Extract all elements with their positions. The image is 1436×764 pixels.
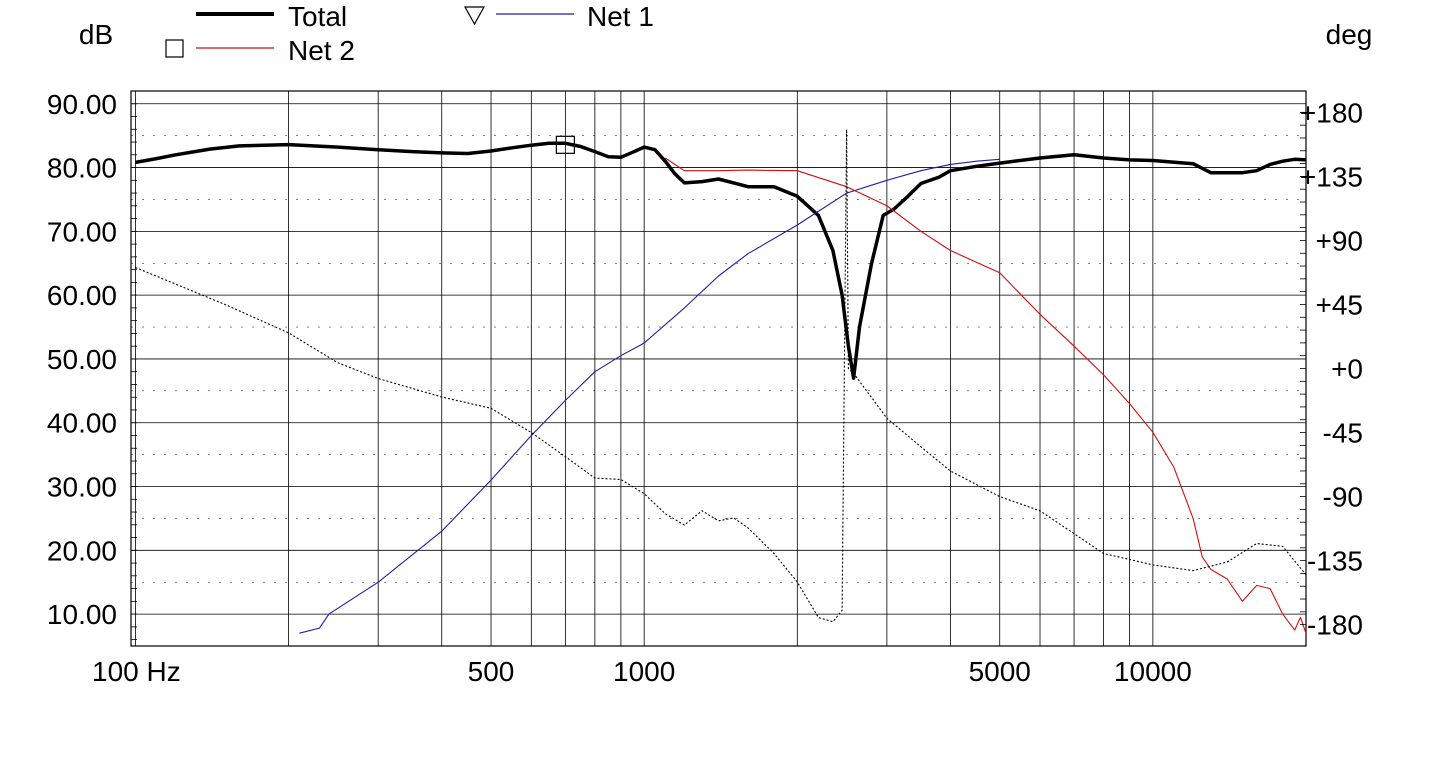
x-tick-label: 10000 (1114, 656, 1192, 687)
y-right-tick-label: +90 (1316, 225, 1364, 256)
net2-curve-marker (555, 135, 575, 154)
x-tick-label: 500 (468, 656, 515, 687)
legend-net1-label: Net 1 (587, 1, 654, 32)
y-right-tick-label: +180 (1300, 97, 1363, 128)
y-left-tick-label: 80.00 (47, 153, 117, 184)
y-right-tick-label: -180 (1307, 610, 1363, 641)
y-left-tick-label: 50.00 (47, 344, 117, 375)
y-left-tick-label: 90.00 (47, 89, 117, 120)
y-left-tick-label: 10.00 (47, 599, 117, 630)
series-net-2 (664, 157, 1307, 634)
y-left-tick-label: 60.00 (47, 280, 117, 311)
y-right-tick-label: +135 (1300, 161, 1363, 192)
axes: dB deg 90.00 80.00 70.00 60.00 50.00 40.00 30.… (47, 19, 1372, 687)
y-left-tick-label: 20.00 (47, 535, 117, 566)
right-axis-unit: deg (1326, 19, 1373, 50)
y-left-tick-label: 40.00 (47, 408, 117, 439)
y-right-tick-label: -135 (1307, 546, 1363, 577)
y-right-tick-label: -45 (1323, 418, 1363, 449)
y-left-tick-label: 70.00 (47, 216, 117, 247)
x-tick-label: 5000 (969, 656, 1031, 687)
series-total (135, 141, 1307, 380)
y-right-tick-label: +0 (1331, 354, 1363, 385)
legend: Total Net 2 Net 1 (165, 1, 654, 66)
series-net-1 (299, 158, 1000, 634)
legend-net2-marker (165, 39, 184, 58)
grid (130, 90, 1307, 647)
legend-total-label: Total (288, 1, 347, 32)
legend-net1-marker (463, 6, 486, 26)
legend-net2-label: Net 2 (288, 35, 355, 66)
y-right-tick-label: -90 (1323, 482, 1363, 513)
left-axis-unit: dB (79, 19, 113, 50)
y-left-tick-label: 30.00 (47, 472, 117, 503)
x-tick-label: 100 Hz (92, 656, 181, 687)
y-right-tick-label: +45 (1316, 289, 1364, 320)
x-tick-label: 1000 (613, 656, 675, 687)
series-phase-dotted (135, 128, 1307, 623)
series-group (135, 128, 1307, 634)
